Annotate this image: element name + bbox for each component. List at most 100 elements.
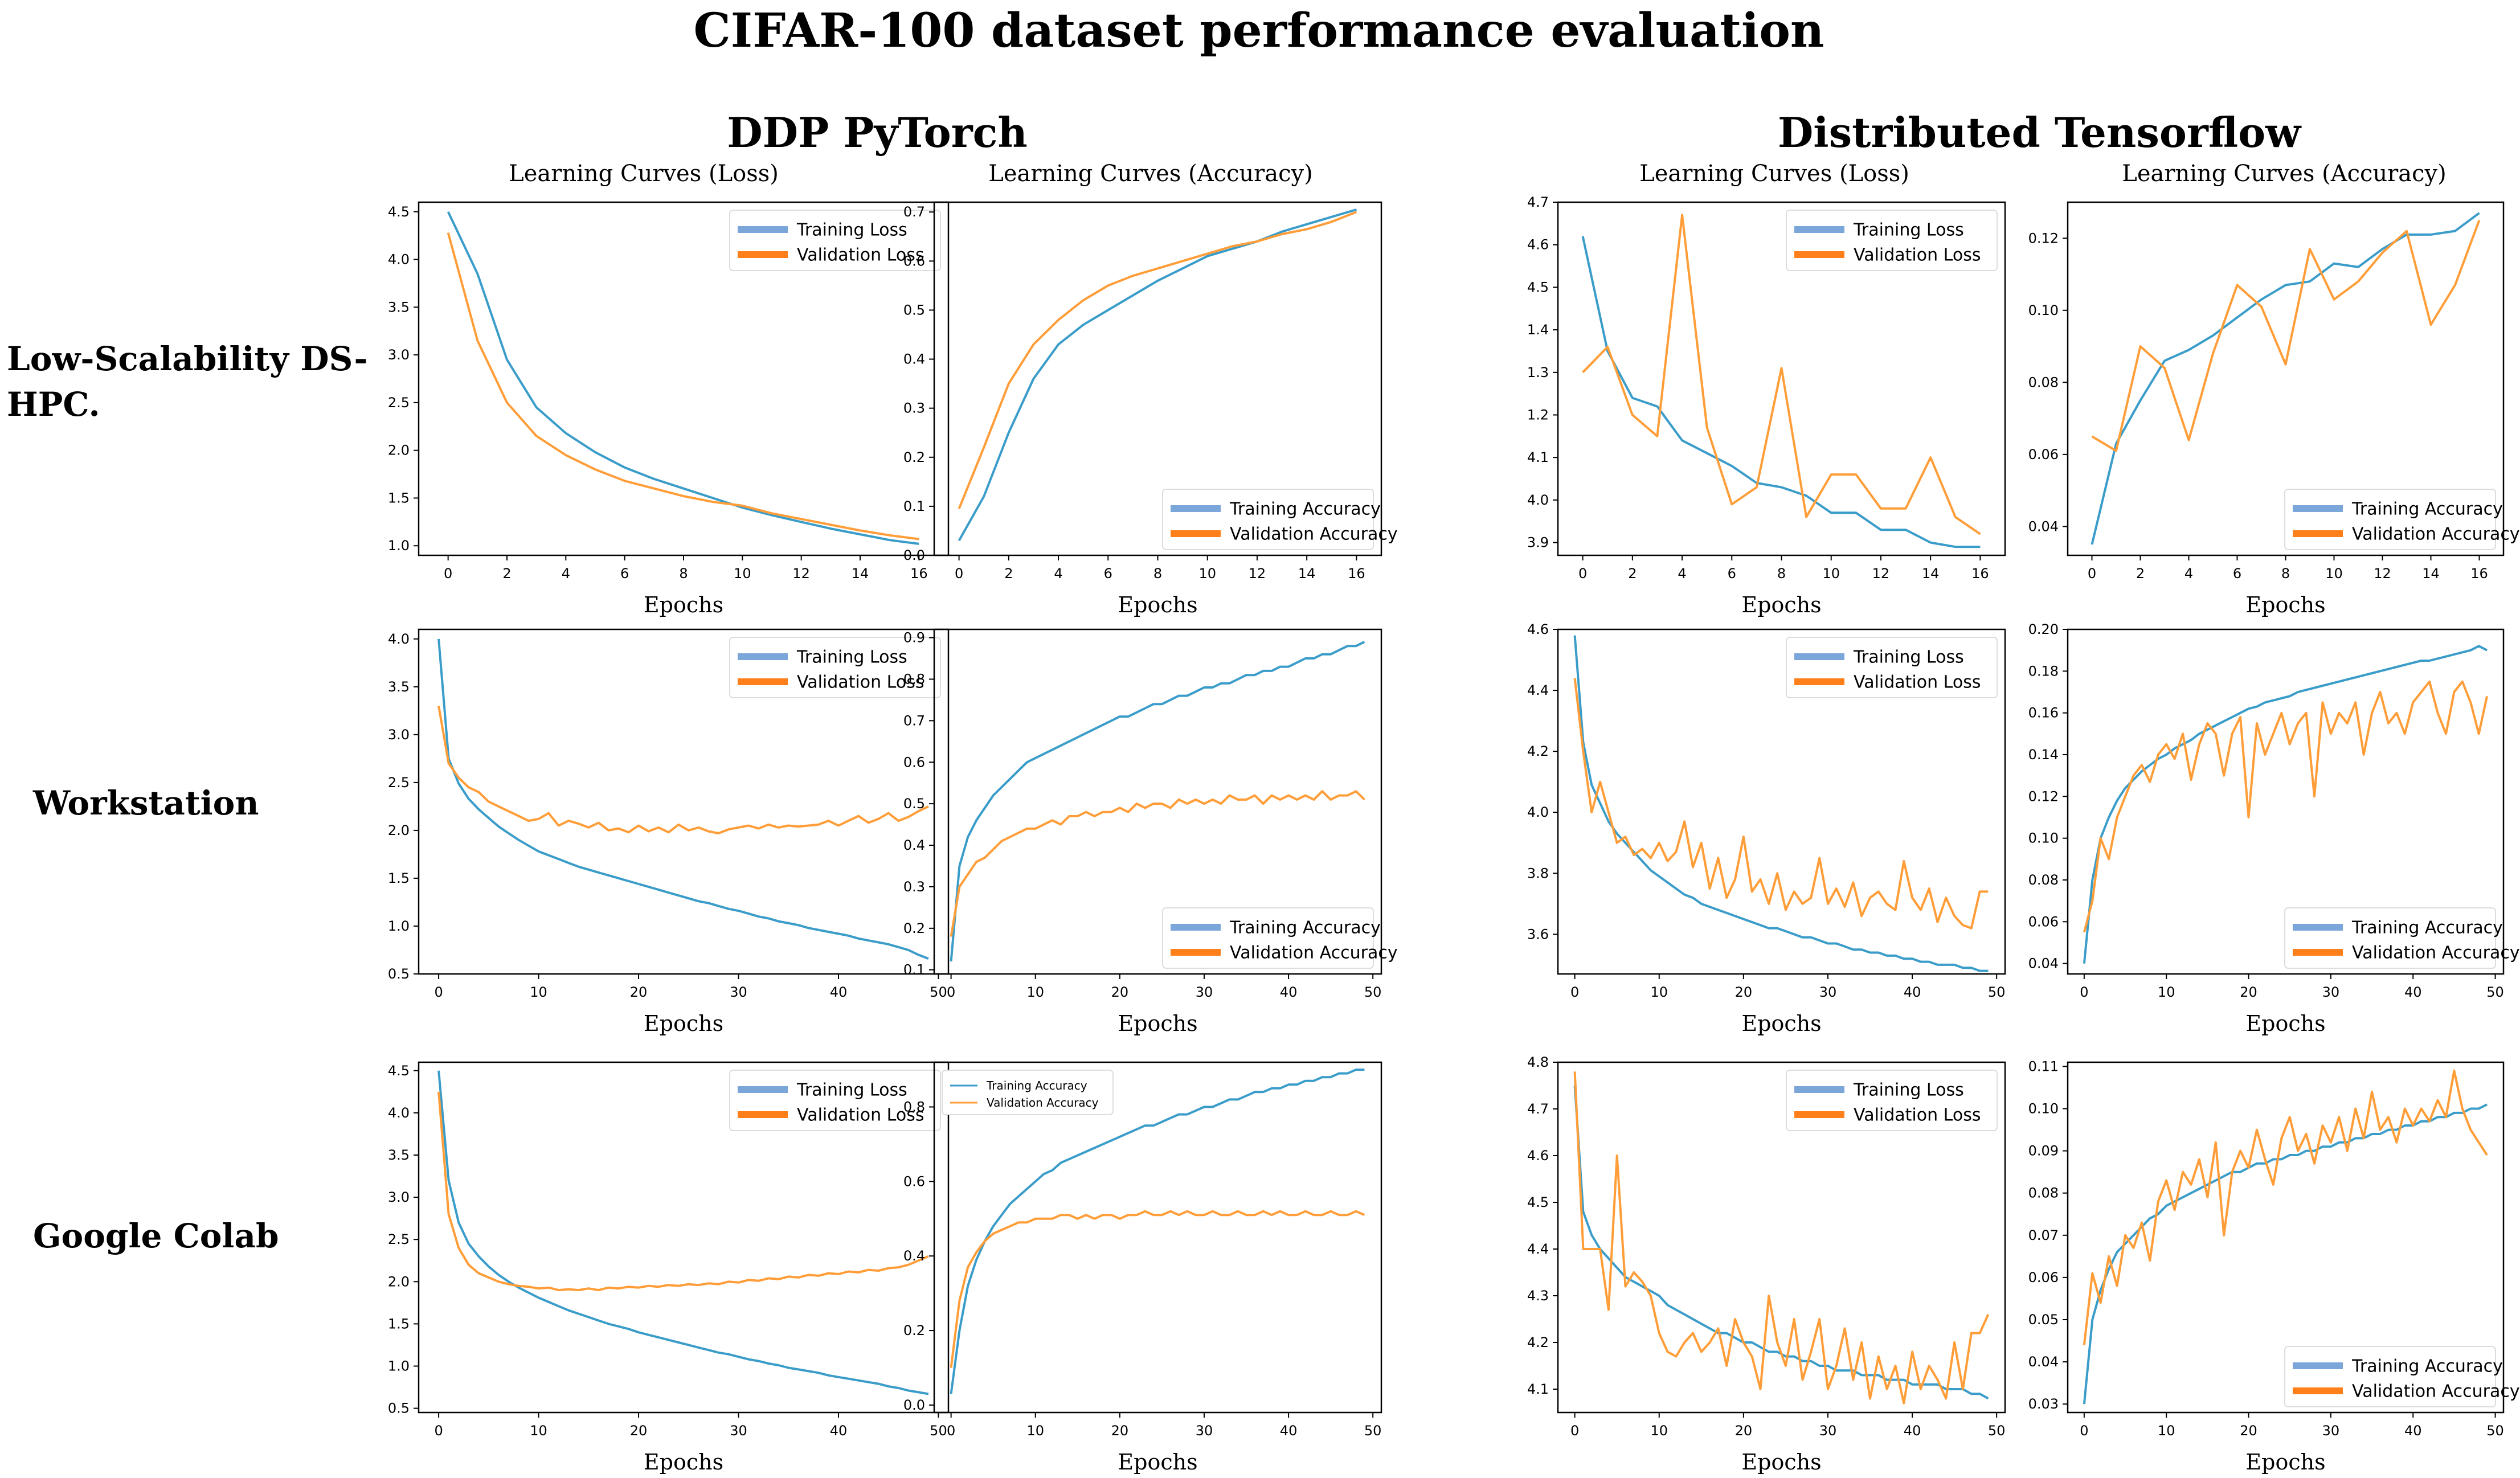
training-legend-label: Training Loss <box>796 220 907 240</box>
x-tick-label: 8 <box>2281 566 2290 582</box>
x-tick-label: 40 <box>830 984 848 1000</box>
validation-legend-label: Validation Loss <box>797 1106 924 1125</box>
y-tick-label: 4.0 <box>388 631 410 647</box>
y-tick-label: 0.12 <box>2028 788 2059 804</box>
validation-series-line <box>958 211 1357 509</box>
y-tick-label: 0.4 <box>903 1248 925 1264</box>
x-tick-label: 16 <box>1971 566 1989 582</box>
validation-legend-label: Validation Accuracy <box>1230 525 1398 544</box>
row-label-low-scalability-line1: Low-Scalability DS- <box>7 339 368 378</box>
x-tick-label: 10 <box>1198 566 1216 582</box>
x-tick-label: 2 <box>2136 566 2145 582</box>
x-tick-label: 50 <box>930 1423 947 1439</box>
x-axis-label: Epochs <box>2245 1450 2325 1475</box>
validation-series-line <box>447 232 919 541</box>
y-tick-label: 0.10 <box>2028 302 2059 318</box>
validation-legend-label: Validation Loss <box>1854 245 1981 265</box>
y-tick-label: 4.7 <box>1527 194 1549 210</box>
x-tick-label: 12 <box>2374 566 2391 582</box>
x-tick-label: 30 <box>2322 1423 2340 1439</box>
x-tick-label: 30 <box>1819 984 1837 1000</box>
y-tick-label: 0.4 <box>903 837 925 853</box>
chart-1: 0 2 4 6 8 10 12 14 16 1.0 1.5 2.0 2.5 3.0 3.5 4.0 4.5 Epo… <box>388 201 950 617</box>
x-tick-label: 30 <box>730 984 747 1000</box>
training-legend-label: Training Loss <box>1853 648 1964 668</box>
x-tick-label: 40 <box>1904 984 1921 1000</box>
chart-3: 0 2 4 6 8 10 12 14 16 3.9 4.0 4.1 1.2 1.3 1.4 4.5 4.6 4.7… <box>1527 194 2006 617</box>
validation-legend-label: Validation Accuracy <box>1230 943 1398 963</box>
y-tick-label: 3.6 <box>1527 926 1549 942</box>
y-tick-label: 4.4 <box>1527 682 1549 698</box>
y-tick-label: 0.7 <box>903 713 925 728</box>
x-tick-label: 40 <box>830 1423 848 1439</box>
x-tick-label: 30 <box>1819 1423 1837 1439</box>
y-tick-label: 0.06 <box>2028 914 2059 930</box>
x-tick-label: 0 <box>2080 984 2088 1000</box>
validation-series-line <box>2091 219 2481 452</box>
y-tick-label: 1.0 <box>388 1358 410 1374</box>
axes-frame <box>1557 1061 2006 1414</box>
training-legend-label: Training Accuracy <box>2351 500 2503 519</box>
y-tick-label: 4.5 <box>1527 1194 1549 1210</box>
training-series-line <box>437 1070 929 1395</box>
x-tick-label: 10 <box>530 1423 547 1439</box>
x-tick-label: 0 <box>955 566 963 582</box>
y-tick-label: 0.9 <box>903 630 925 646</box>
y-tick-label: 3.0 <box>388 347 410 363</box>
y-tick-label: 4.0 <box>388 252 410 268</box>
y-tick-label: 0.10 <box>2028 830 2059 846</box>
y-tick-label: 3.5 <box>388 299 410 315</box>
legend-box <box>942 1070 1114 1115</box>
x-tick-label: 40 <box>2404 1423 2422 1439</box>
y-tick-label: 0.04 <box>2028 518 2059 534</box>
x-tick-label: 20 <box>1735 984 1753 1000</box>
x-tick-label: 10 <box>1026 984 1044 1000</box>
y-tick-label: 0.3 <box>903 879 925 895</box>
training-series-line <box>1581 236 1981 548</box>
y-tick-label: 0.06 <box>2028 1270 2059 1285</box>
x-tick-label: 10 <box>734 566 751 582</box>
y-tick-label: 1.4 <box>1527 322 1549 338</box>
x-tick-label: 14 <box>1298 566 1316 582</box>
training-series-line <box>2083 645 2488 964</box>
y-tick-label: 0.5 <box>903 302 925 318</box>
y-tick-label: 4.5 <box>388 204 410 220</box>
training-series-line <box>437 638 929 960</box>
y-tick-label: 1.5 <box>388 870 410 886</box>
validation-legend-label: Validation Loss <box>797 673 924 693</box>
x-tick-label: 0 <box>1570 984 1579 1000</box>
y-tick-label: 3.5 <box>388 679 410 695</box>
y-tick-label: 4.8 <box>1527 1054 1549 1070</box>
y-tick-label: 4.0 <box>388 1105 410 1121</box>
y-tick-label: 3.0 <box>388 727 410 743</box>
y-tick-label: 4.6 <box>1527 1148 1549 1164</box>
x-tick-label: 12 <box>792 566 810 582</box>
x-tick-label: 0 <box>1570 1423 1579 1439</box>
column-title-loss-1: Learning Curves (Loss) <box>509 161 779 187</box>
x-tick-label: 0 <box>1578 566 1587 582</box>
x-tick-label: 20 <box>1111 1423 1129 1439</box>
x-tick-label: 50 <box>2486 1423 2504 1439</box>
x-tick-label: 8 <box>1777 566 1786 582</box>
y-tick-label: 0.7 <box>903 204 925 220</box>
validation-legend-label: Validation Accuracy <box>2352 1382 2520 1402</box>
training-legend-label: Training Loss <box>1853 220 1964 240</box>
x-tick-label: 30 <box>730 1423 747 1439</box>
y-tick-label: 0.1 <box>903 498 925 514</box>
axes-frame <box>418 1061 950 1414</box>
x-tick-label: 50 <box>1988 984 2006 1000</box>
y-tick-label: 4.4 <box>1527 1241 1549 1257</box>
y-tick-label: 0.2 <box>903 920 925 936</box>
column-title-loss-2: Learning Curves (Loss) <box>1639 161 1909 187</box>
x-axis-label: Epochs <box>1741 592 1821 617</box>
training-legend-label: Training Loss <box>796 648 907 668</box>
y-tick-label: 0.5 <box>903 796 925 812</box>
y-tick-label: 0.0 <box>903 547 925 563</box>
y-tick-label: 0.08 <box>2028 1185 2059 1201</box>
chart-12: 0 10 20 30 40 50 0.03 0.04 0.05 0.06 0.07 0.08 0.09 0… <box>2028 1058 2520 1475</box>
validation-legend-label: Validation Loss <box>797 245 924 265</box>
y-tick-label: 4.5 <box>388 1063 410 1079</box>
y-tick-label: 1.5 <box>388 490 410 506</box>
y-tick-label: 1.2 <box>1527 407 1549 423</box>
